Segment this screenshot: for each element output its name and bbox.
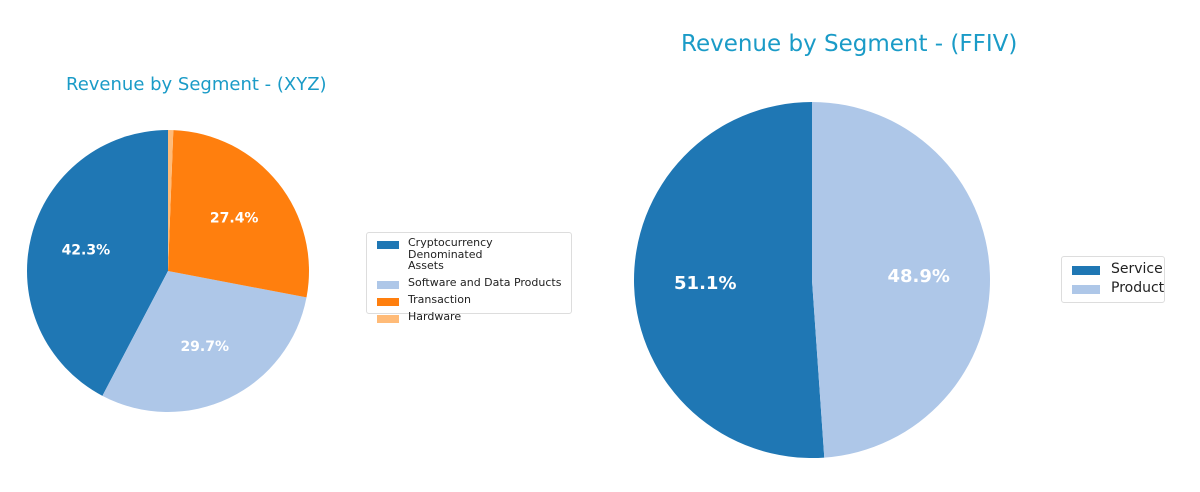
pie-chart-ffiv: 51.1% 48.9% xyxy=(633,101,990,459)
pie-slice-hardware xyxy=(168,130,174,271)
pie-slice-label: 27.4% xyxy=(210,210,259,226)
pie-slice-label: 51.1% xyxy=(674,273,736,294)
legend-swatch xyxy=(377,297,399,306)
legend-label: Transaction xyxy=(408,292,471,306)
legend-xyz: Cryptocurrency Denominated Assets Software… xyxy=(366,232,572,323)
legend-swatch xyxy=(1072,284,1100,294)
legend-item: Service xyxy=(1068,262,1163,277)
legend-item: Transaction xyxy=(373,294,565,306)
legend-swatch xyxy=(377,241,399,249)
legend-label: Service xyxy=(1111,261,1163,277)
pie-slice-label: 29.7% xyxy=(180,339,229,355)
pie-slice-cryptocurrency-denominated-assets xyxy=(27,130,168,396)
pie-slice-service xyxy=(633,102,825,459)
legend-label: Software and Data Products xyxy=(408,275,562,289)
legend-swatch xyxy=(1072,266,1100,275)
legend-item: Software and Data Products xyxy=(373,277,565,289)
legend-swatch xyxy=(377,314,399,323)
pie-slice-product xyxy=(812,101,990,458)
pie-slice-software-and-data-products xyxy=(102,271,307,413)
chart-title-ffiv: Revenue by Segment - (FFIV) xyxy=(681,31,1018,57)
legend-item: Product xyxy=(1068,280,1164,296)
pie-slice-transaction xyxy=(168,130,309,298)
legend-label: Product xyxy=(1111,279,1165,296)
chart-title-xyz: Revenue by Segment - (XYZ) xyxy=(66,74,327,95)
pie-chart-xyz: 42.3% 29.7% 27.4% xyxy=(27,130,309,413)
legend-ffiv: Service Product xyxy=(1061,256,1165,303)
pie-slice-label: 48.9% xyxy=(888,266,950,287)
legend-swatch xyxy=(377,280,399,289)
pie-slice-label: 42.3% xyxy=(62,243,111,259)
legend-item: Cryptocurrency Denominated Assets xyxy=(373,237,565,272)
legend-label: Hardware xyxy=(408,309,462,323)
legend-item: Hardware xyxy=(373,311,565,323)
legend-label: Cryptocurrency Denominated Assets xyxy=(408,236,493,273)
